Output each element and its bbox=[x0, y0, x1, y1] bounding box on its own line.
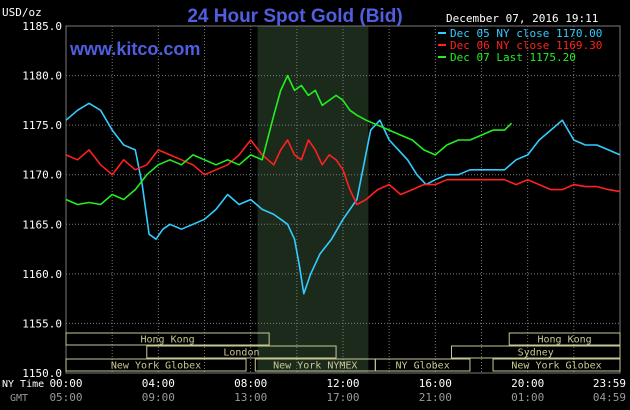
timestamp: December 07, 2016 19:11 bbox=[446, 12, 598, 25]
legend-entry-1: Dec 06 NY close 1169.30 bbox=[438, 39, 602, 52]
y-tick-label: 1155.0 bbox=[22, 317, 62, 330]
y-tick-labels: 1185.0 1180.0 1175.0 1170.0 1165.0 1160.0 1155… bbox=[22, 20, 62, 380]
market-label: Hong Kong bbox=[538, 335, 592, 346]
market-box-4: NY Globex bbox=[374, 358, 471, 372]
x-tick-label-ny: 12:00 bbox=[326, 377, 359, 390]
market-box-2: New York Globex bbox=[65, 358, 247, 372]
x-tick-label-gmt: 01:00 bbox=[511, 391, 544, 404]
legend-label: Dec 06 NY close 1169.30 bbox=[450, 39, 602, 52]
x-tick-label-ny: 04:00 bbox=[142, 377, 175, 390]
gmt-label: GMT bbox=[10, 393, 28, 404]
market-label: NY Globex bbox=[396, 361, 450, 372]
y-tick-label: 1150.0 bbox=[22, 367, 62, 380]
y-tick-label: 1185.0 bbox=[22, 20, 62, 33]
x-tick-label-gmt: 13:00 bbox=[234, 391, 267, 404]
x-tick-label-ny: 20:00 bbox=[511, 377, 544, 390]
y-tick-label: 1175.0 bbox=[22, 119, 62, 132]
market-box-1: London bbox=[146, 345, 337, 359]
market-box-outline bbox=[374, 358, 471, 372]
legend-entry-0: Dec 05 NY close 1170.00 bbox=[438, 27, 602, 40]
market-label: Sydney bbox=[518, 348, 554, 359]
chart-title: 24 Hour Spot Gold (Bid) bbox=[187, 6, 402, 27]
x-tick-label-ny: 08:00 bbox=[234, 377, 267, 390]
x-tick-label-gmt: 05:00 bbox=[49, 391, 82, 404]
legend-label: Dec 05 NY close 1170.00 bbox=[450, 27, 602, 40]
series-line-2 bbox=[65, 74, 513, 206]
market-box-outline bbox=[65, 332, 270, 346]
market-box-6: Sydney bbox=[450, 345, 621, 359]
market-box-outline bbox=[450, 345, 621, 359]
y-tick-label: 1160.0 bbox=[22, 268, 62, 281]
market-label: New York NYMEX bbox=[273, 361, 357, 372]
market-box-outline bbox=[508, 332, 621, 346]
legend-label: Dec 07 Last 1175.20 bbox=[450, 51, 576, 64]
ny-time-label: NY Time bbox=[2, 379, 44, 390]
market-label: London bbox=[223, 348, 259, 359]
market-box-7: New York Globex bbox=[492, 358, 621, 372]
y-tick-label: 1165.0 bbox=[22, 218, 62, 231]
x-tick-label-gmt: 09:00 bbox=[142, 391, 175, 404]
legend-entry-2: Dec 07 Last 1175.20 bbox=[438, 51, 576, 64]
y-tick-label: 1180.0 bbox=[22, 70, 62, 83]
unit-label: USD/oz bbox=[2, 6, 42, 19]
x-tick-label-gmt: 04:59 bbox=[593, 391, 626, 404]
market-hours-layer: Hong Kong London New York Globex New York N… bbox=[65, 332, 621, 372]
market-box-outline bbox=[492, 358, 621, 372]
market-box-5: Hong Kong bbox=[508, 332, 621, 346]
y-tick-label: 1170.0 bbox=[22, 169, 62, 182]
session-shade-layer bbox=[257, 26, 369, 373]
market-box-outline bbox=[65, 358, 247, 372]
x-tick-label-gmt: 17:00 bbox=[326, 391, 359, 404]
website-label: www.kitco.com bbox=[69, 39, 200, 59]
series-line-1 bbox=[65, 139, 621, 206]
series-line-0 bbox=[65, 102, 621, 295]
market-box-0: Hong Kong bbox=[65, 332, 270, 346]
x-tick-label-ny: 16:00 bbox=[419, 377, 452, 390]
x-tick-label-ny: 00:00 bbox=[49, 377, 82, 390]
market-box-3: New York NYMEX bbox=[254, 358, 376, 372]
market-label: Hong Kong bbox=[140, 335, 194, 346]
market-label: New York Globex bbox=[111, 361, 201, 372]
series-layer bbox=[65, 74, 621, 295]
session-shade bbox=[257, 26, 369, 373]
x-tick-label-ny: 23:59 bbox=[593, 377, 626, 390]
market-label: New York Globex bbox=[511, 361, 601, 372]
x-tick-label-gmt: 21:00 bbox=[419, 391, 452, 404]
market-box-outline bbox=[146, 345, 337, 359]
